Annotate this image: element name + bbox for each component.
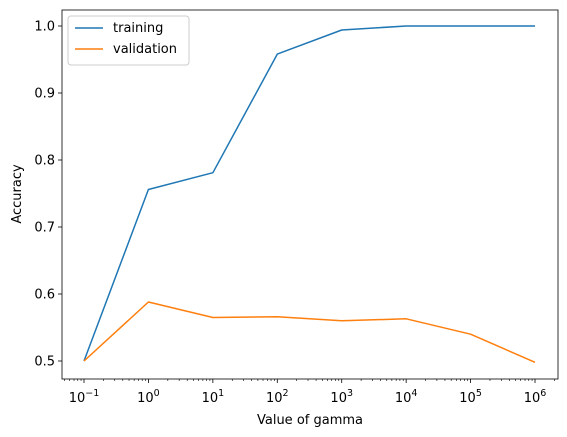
legend-label-training: training bbox=[113, 21, 163, 36]
x-tick-label: 102 bbox=[266, 388, 289, 406]
x-tick-label: 103 bbox=[330, 388, 353, 406]
y-tick-label: 0.5 bbox=[34, 355, 55, 370]
x-tick-label: 106 bbox=[524, 388, 547, 406]
x-axis: 10−1 100 101 102 103 104 105 106 bbox=[64, 379, 555, 406]
legend: training validation bbox=[67, 15, 190, 66]
x-tick-label: 100 bbox=[137, 388, 160, 406]
y-tick-label: 0.8 bbox=[34, 154, 55, 169]
x-tick-label: 104 bbox=[395, 388, 418, 406]
y-axis-label: Accuracy bbox=[10, 164, 25, 224]
y-tick-label: 1.0 bbox=[34, 20, 55, 35]
x-tick-label: 10−1 bbox=[69, 388, 100, 406]
x-axis-label: Value of gamma bbox=[257, 413, 363, 428]
series-line-validation bbox=[83, 301, 536, 363]
legend-label-validation: validation bbox=[113, 42, 177, 57]
series-line-training bbox=[83, 25, 535, 362]
y-axis: 0.5 0.6 0.7 0.8 0.9 1.0 bbox=[34, 20, 62, 370]
series-layer bbox=[83, 25, 536, 363]
y-tick-label: 0.9 bbox=[34, 87, 55, 102]
x-tick-label: 101 bbox=[202, 388, 225, 406]
plot-area bbox=[61, 9, 559, 380]
y-tick-label: 0.7 bbox=[34, 221, 55, 236]
y-tick-label: 0.6 bbox=[34, 288, 55, 303]
x-tick-label: 105 bbox=[459, 388, 482, 406]
